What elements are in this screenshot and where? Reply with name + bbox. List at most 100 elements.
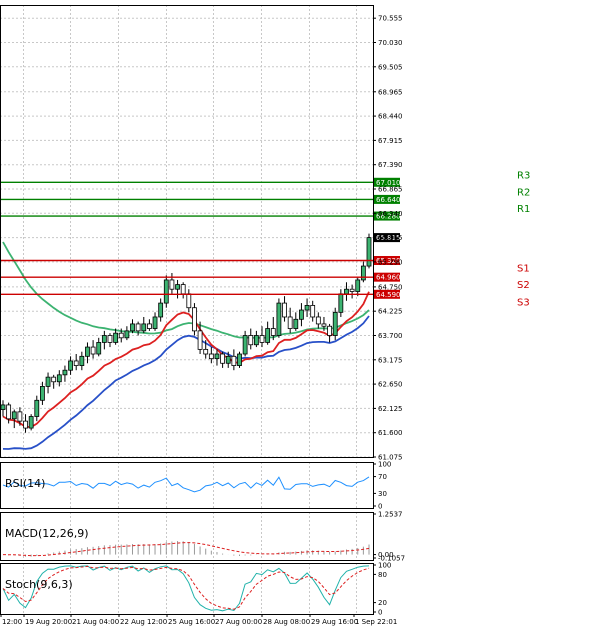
price-tick-label: 67.915 [378,137,403,145]
indicator-tick-label: 20 [378,599,387,607]
candle-body [141,323,147,332]
candle-body [220,353,226,364]
candle-body [287,316,293,329]
indicator-panel-frame [0,462,374,509]
candle-body [113,332,119,343]
indicator-tick-label: 0 [378,609,382,617]
candle-body [310,305,316,318]
current-price-tag [374,233,400,243]
level-label-r1: R1 [517,204,530,215]
indicator-panel-frame [0,512,374,561]
stoch-d-line [2,565,370,610]
current-price-label: 65.815 [376,234,401,242]
indicator-tick-label: 70 [378,473,387,481]
pivot-levels: 67.010 66.640 66.280 65.320 64.960 64.590 65.8… [0,177,401,299]
time-tick-label: 29 Aug 16:00 [311,618,358,626]
time-tick-label: 22 Aug 12:00 [120,618,167,626]
candle-body [231,355,237,366]
indicator-label: Stoch(9,6,3) [5,578,73,591]
rsi-line [2,476,370,493]
price-panel-frame [0,5,374,458]
candle-body [192,307,197,332]
price-tick-label: 63.700 [378,332,403,340]
candle-body [265,328,271,343]
candle-body [276,302,282,336]
candle-body [79,355,85,366]
candle-body [321,323,327,327]
labels: R3 R2 R1 S1 S2 S3 RSI(14) MACD(12,26,9) Stoch(9,… [5,170,530,591]
candle-body [169,279,175,290]
candles [0,233,372,433]
candle-body [214,353,220,360]
candle-body [0,404,6,410]
candle-body [158,302,164,318]
candle-body [332,311,338,336]
level-price-tag [374,177,400,187]
candle-body [96,342,102,355]
candle-body [349,288,355,292]
level-price-tag [374,272,400,282]
time-tick-label: 27 Aug 00:00 [215,618,262,626]
candle-body [253,335,259,346]
candle-body [175,284,180,290]
candle-body [90,346,96,355]
price-tick-label: 62.125 [378,405,403,413]
candle-body [101,335,107,343]
candle-body [28,416,34,429]
indicator-lines [2,476,370,612]
level-label-s1: S1 [517,264,530,275]
candle-body [180,284,186,295]
candle-body [225,355,231,364]
candle-body [118,332,124,339]
candle-body [208,353,214,360]
candle-body [51,376,57,383]
indicator-tick-label: 100 [378,461,391,469]
price-tick-label: 61.075 [378,454,403,462]
price-tick-label: 67.390 [378,161,403,169]
candle-body [242,335,248,355]
candle-body [56,374,62,383]
candle-body [146,323,152,329]
level-price-tag [374,289,400,299]
ma-line-short [2,291,370,429]
level-price-label: 64.590 [376,291,401,299]
candle-body [6,404,12,420]
candle-body [23,420,28,429]
time-tick-label: 12:00 [2,618,22,626]
candle-body [315,316,321,325]
candle-body [152,316,158,329]
level-label-r3: R3 [517,170,530,181]
level-price-label: 64.960 [376,274,401,282]
moving-averages [2,241,370,450]
price-tick-label: 64.750 [378,283,403,291]
candle-body [124,330,130,339]
axes: 70.555 70.030 69.505 68.965 68.440 67.915 67.3… [0,5,405,626]
level-price-label: 65.320 [376,257,401,265]
candle-body [11,411,17,420]
price-tick-label: 62.650 [378,381,403,389]
candle-body [17,411,23,422]
candle-body [327,325,332,336]
price-tick-label: 70.555 [378,15,403,23]
level-label-s2: S2 [517,280,530,291]
level-price-tag [374,211,400,221]
ma-line-medium [2,315,370,450]
candle-body [355,279,361,292]
price-tick-label: 66.340 [378,210,403,218]
macd-signal-line [2,542,370,557]
level-price-tag [374,256,400,266]
candle-body [135,323,141,332]
level-label-s3: S3 [517,297,530,308]
indicator-label: RSI(14) [5,477,45,490]
candle-body [197,330,203,350]
candle-body [203,348,209,355]
price-tick-label: 70.030 [378,39,403,47]
candle-body [248,335,254,346]
indicator-panel-frame [0,563,374,615]
level-label-r2: R2 [517,187,530,198]
candle-body [45,376,51,387]
indicator-label: MACD(12,26,9) [5,527,89,540]
indicator-tick-label: 30 [378,490,387,498]
level-price-tag [374,194,400,204]
candle-body [338,293,344,313]
